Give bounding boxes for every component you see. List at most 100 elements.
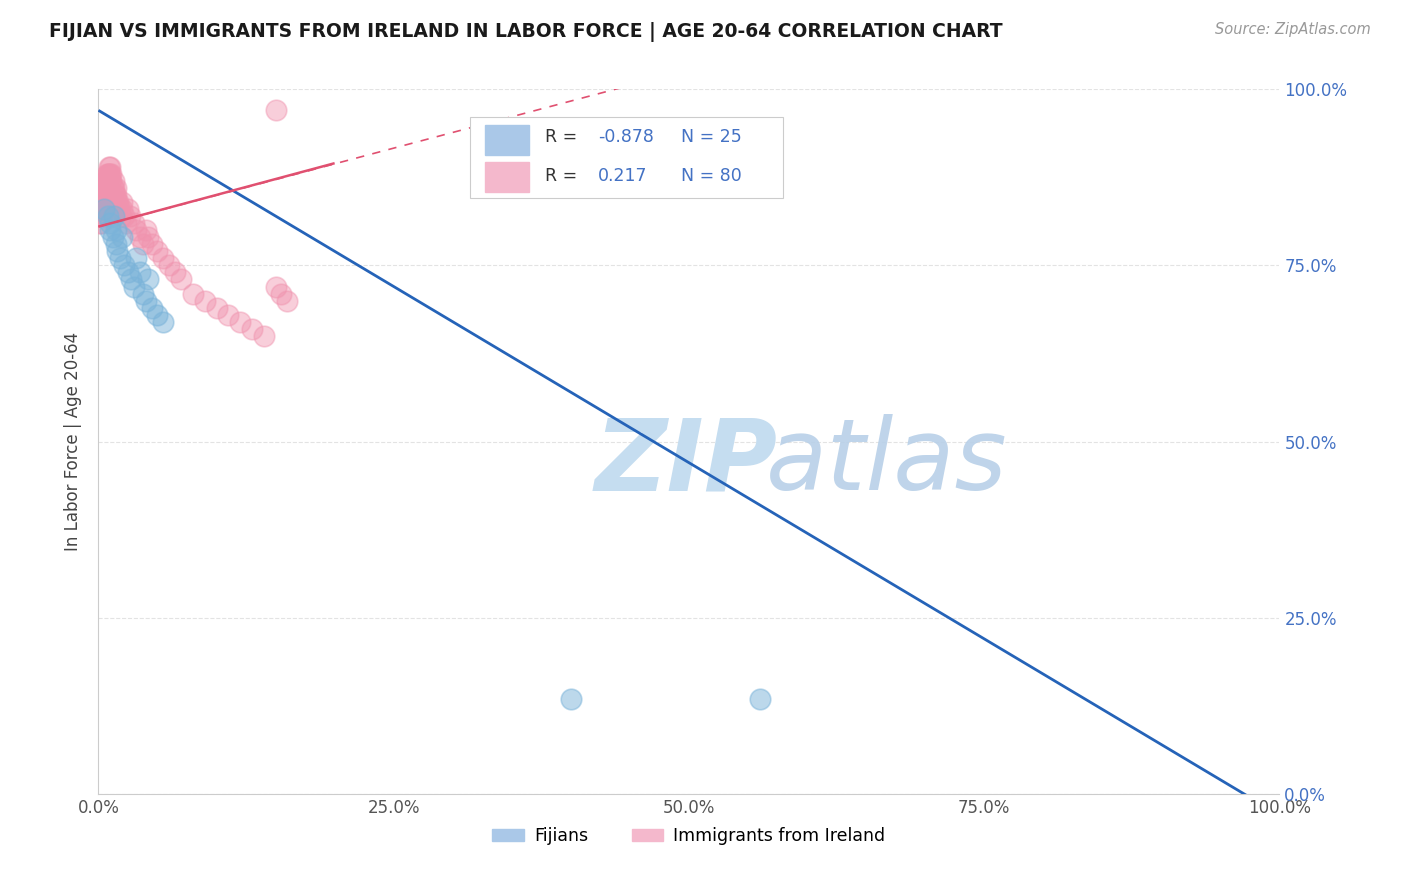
- Point: [93, 181, 115, 195]
- Point: [146, 308, 169, 322]
- Point: [264, 103, 287, 118]
- Point: [91, 202, 114, 216]
- Point: [111, 230, 134, 244]
- Point: [93, 194, 115, 209]
- Point: [217, 308, 239, 322]
- Point: [90, 202, 112, 216]
- Point: [98, 167, 121, 181]
- Text: N = 80: N = 80: [681, 167, 741, 185]
- Point: [105, 202, 128, 216]
- Point: [136, 230, 159, 244]
- Point: [91, 187, 114, 202]
- Point: [105, 187, 128, 202]
- Point: [132, 237, 155, 252]
- Point: [122, 279, 145, 293]
- Point: [90, 216, 112, 230]
- Point: [103, 181, 125, 195]
- Point: [91, 181, 114, 195]
- Point: [141, 301, 163, 315]
- Point: [100, 174, 122, 188]
- Text: atlas: atlas: [766, 414, 1007, 511]
- Point: [121, 272, 143, 286]
- Point: [110, 209, 132, 223]
- Text: ZIP: ZIP: [595, 414, 778, 511]
- Point: [98, 216, 121, 230]
- Text: FIJIAN VS IMMIGRANTS FROM IRELAND IN LABOR FORCE | AGE 20-64 CORRELATION CHART: FIJIAN VS IMMIGRANTS FROM IRELAND IN LAB…: [49, 22, 1002, 42]
- Point: [104, 187, 127, 202]
- Text: Source: ZipAtlas.com: Source: ZipAtlas.com: [1215, 22, 1371, 37]
- Point: [253, 328, 276, 343]
- Point: [89, 209, 111, 223]
- Point: [105, 237, 128, 252]
- Point: [748, 691, 770, 706]
- Y-axis label: In Labor Force | Age 20-64: In Labor Force | Age 20-64: [65, 332, 83, 551]
- Point: [270, 286, 292, 301]
- Point: [117, 265, 139, 279]
- Point: [165, 265, 187, 279]
- Point: [107, 194, 129, 209]
- Point: [240, 322, 263, 336]
- Legend: Fijians, Immigrants from Ireland: Fijians, Immigrants from Ireland: [485, 821, 893, 852]
- Point: [128, 265, 150, 279]
- Point: [105, 181, 128, 195]
- Point: [105, 223, 128, 237]
- Point: [97, 174, 120, 188]
- Point: [89, 194, 111, 209]
- Point: [146, 244, 169, 259]
- Point: [152, 315, 174, 329]
- Text: 0.217: 0.217: [598, 167, 648, 185]
- Point: [91, 194, 114, 209]
- Point: [90, 187, 112, 202]
- Point: [103, 209, 125, 223]
- Point: [114, 216, 136, 230]
- Point: [91, 194, 114, 209]
- Point: [112, 259, 135, 273]
- Point: [135, 293, 157, 308]
- Point: [96, 167, 118, 181]
- Point: [135, 223, 157, 237]
- Point: [101, 181, 124, 195]
- Point: [93, 202, 115, 216]
- Point: [101, 230, 124, 244]
- Point: [94, 181, 117, 195]
- Point: [141, 237, 163, 252]
- Point: [152, 252, 174, 266]
- Point: [108, 252, 131, 266]
- Point: [132, 286, 155, 301]
- Point: [108, 202, 131, 216]
- Point: [111, 194, 134, 209]
- Point: [104, 194, 127, 209]
- Point: [91, 181, 114, 195]
- Point: [112, 209, 135, 223]
- Point: [181, 286, 204, 301]
- Text: R =: R =: [546, 167, 582, 185]
- Text: -0.878: -0.878: [598, 128, 654, 146]
- Text: N = 25: N = 25: [681, 128, 741, 146]
- Point: [264, 279, 287, 293]
- Point: [170, 272, 193, 286]
- Point: [120, 209, 142, 223]
- Point: [96, 174, 118, 188]
- Point: [90, 194, 112, 209]
- Point: [90, 209, 112, 223]
- Point: [96, 181, 118, 195]
- Point: [97, 181, 120, 195]
- Point: [94, 174, 117, 188]
- Point: [122, 216, 145, 230]
- Point: [98, 174, 121, 188]
- Point: [98, 223, 121, 237]
- Point: [125, 223, 148, 237]
- Point: [125, 252, 148, 266]
- Point: [98, 160, 121, 174]
- Point: [91, 202, 114, 216]
- Bar: [485, 162, 530, 192]
- Point: [105, 244, 128, 259]
- Bar: [485, 125, 530, 154]
- Point: [93, 174, 115, 188]
- Point: [560, 691, 582, 706]
- Point: [103, 174, 125, 188]
- Text: R =: R =: [546, 128, 582, 146]
- Point: [229, 315, 252, 329]
- Point: [136, 272, 159, 286]
- Point: [94, 187, 117, 202]
